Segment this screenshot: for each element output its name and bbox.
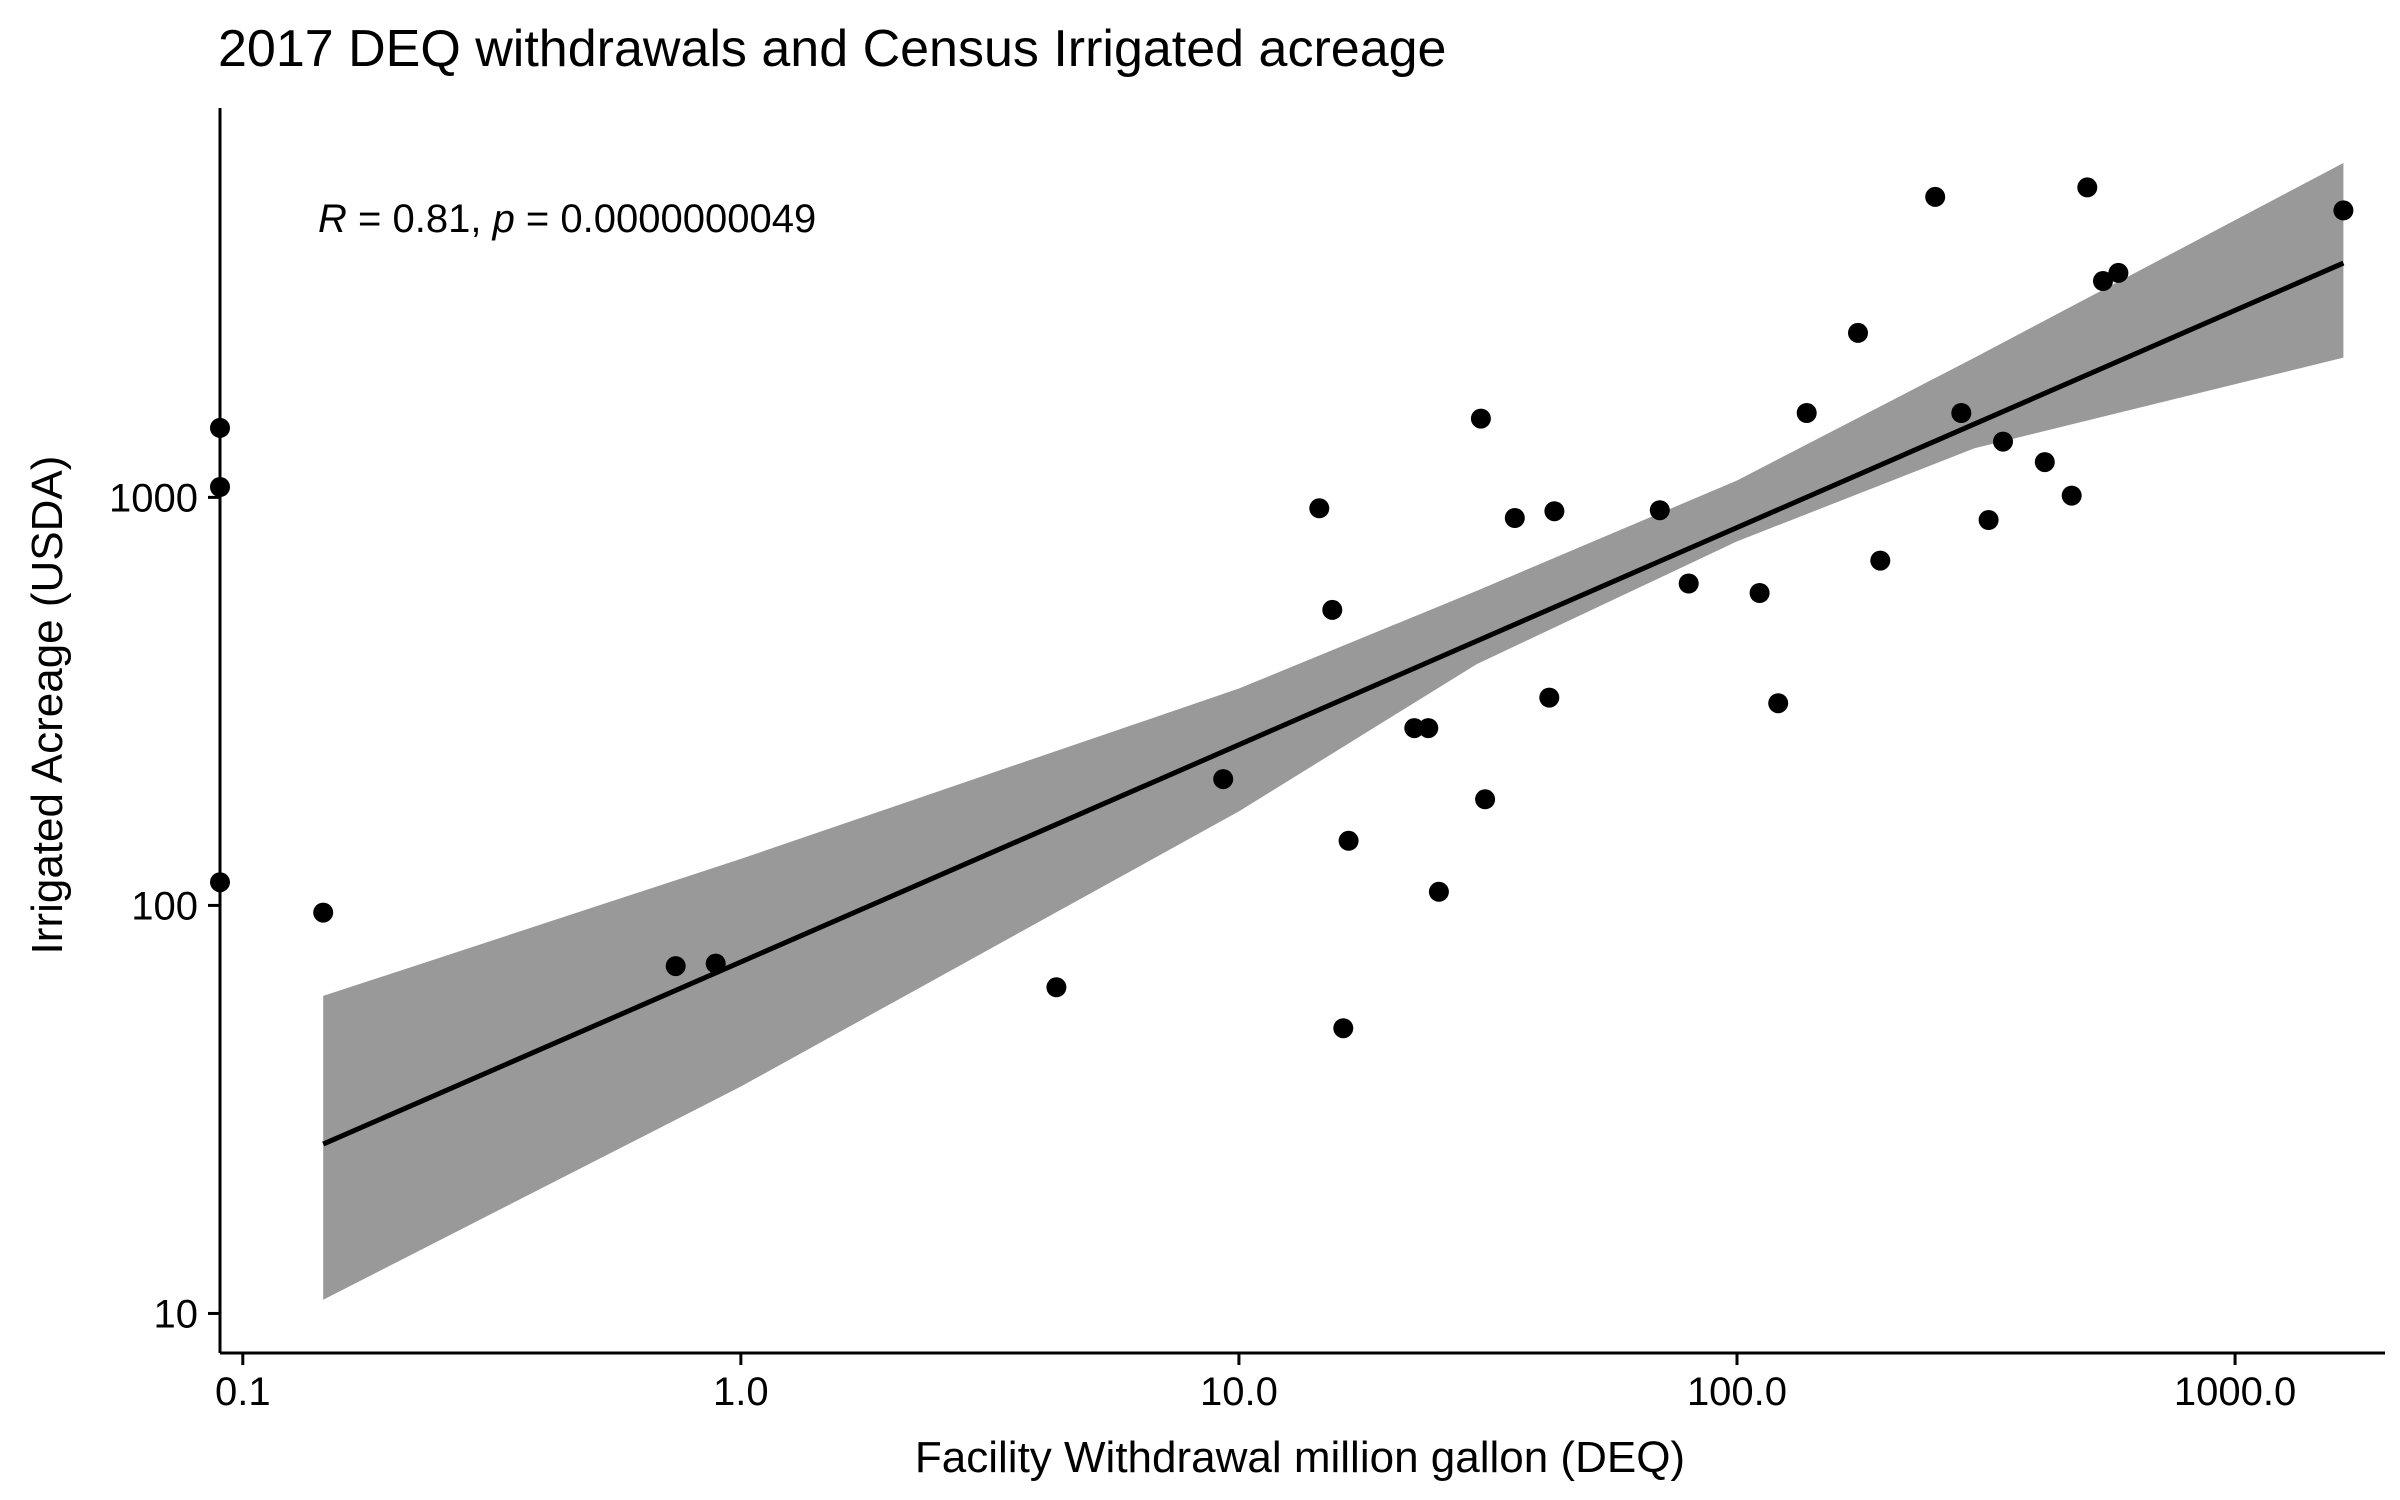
data-point <box>313 902 334 923</box>
data-point <box>1796 403 1817 423</box>
regression-line <box>322 260 2345 1147</box>
y-tick-label: 10 <box>154 1292 199 1336</box>
data-point <box>1309 498 1330 519</box>
data-point <box>1046 977 1067 998</box>
x-tick-label: 1.0 <box>713 1370 769 1414</box>
data-point <box>1870 550 1891 571</box>
data-point <box>1539 687 1560 708</box>
data-point <box>1428 881 1449 902</box>
data-point <box>1768 693 1789 714</box>
x-tick-label: 1000.0 <box>2174 1370 2296 1414</box>
data-point <box>2077 177 2098 198</box>
data-point <box>2093 271 2113 291</box>
data-point <box>1925 186 1946 207</box>
confidence-band <box>323 163 2344 1300</box>
x-axis-title: Facility Withdrawal million gallon (DEQ) <box>915 1433 1685 1482</box>
data-point <box>1475 789 1496 810</box>
y-axis-ticks: 10 100 1000 <box>109 476 220 1336</box>
data-point <box>1418 718 1439 739</box>
x-tick-label: 10.0 <box>1200 1370 1278 1414</box>
data-point <box>1678 573 1699 594</box>
data-point <box>2108 262 2129 283</box>
x-tick-label: 0.1 <box>215 1370 271 1414</box>
data-point <box>1404 718 1425 739</box>
data-point <box>1504 508 1525 528</box>
r-symbol: R <box>318 197 347 241</box>
data-point <box>1749 583 1770 603</box>
data-point <box>665 956 686 977</box>
data-point <box>1213 769 1234 790</box>
plot-area <box>210 163 2354 1300</box>
y-axis-title: Irrigated Acreage (USDA) <box>23 456 72 955</box>
data-point <box>1993 431 2013 452</box>
data-point <box>705 953 726 974</box>
chart-title: 2017 DEQ withdrawals and Census Irrigate… <box>218 20 1446 78</box>
data-point <box>1978 510 1999 530</box>
data-point <box>1470 408 1491 429</box>
data-point <box>2034 452 2055 473</box>
data-point <box>1951 403 1972 423</box>
data-point <box>1322 599 1343 620</box>
data-point <box>1544 501 1565 522</box>
y-tick-label: 1000 <box>109 476 198 520</box>
data-point <box>1649 500 1670 521</box>
p-symbol: p <box>492 197 515 241</box>
data-points <box>210 177 2354 1039</box>
data-point <box>2333 200 2354 221</box>
r-value: = 0.81, <box>347 197 493 241</box>
x-tick-label: 100.0 <box>1687 1370 1787 1414</box>
x-axis-ticks: 0.1 1.0 10.0 100.0 1000.0 <box>215 1353 2296 1414</box>
data-point <box>2061 485 2082 506</box>
y-tick-label: 100 <box>131 884 198 928</box>
correlation-annotation: R = 0.81, p = 0.0000000049 <box>318 197 816 241</box>
data-point <box>1848 322 1868 343</box>
p-value: = 0.0000000049 <box>515 197 816 241</box>
data-point <box>1338 830 1359 851</box>
data-point <box>1333 1018 1354 1039</box>
